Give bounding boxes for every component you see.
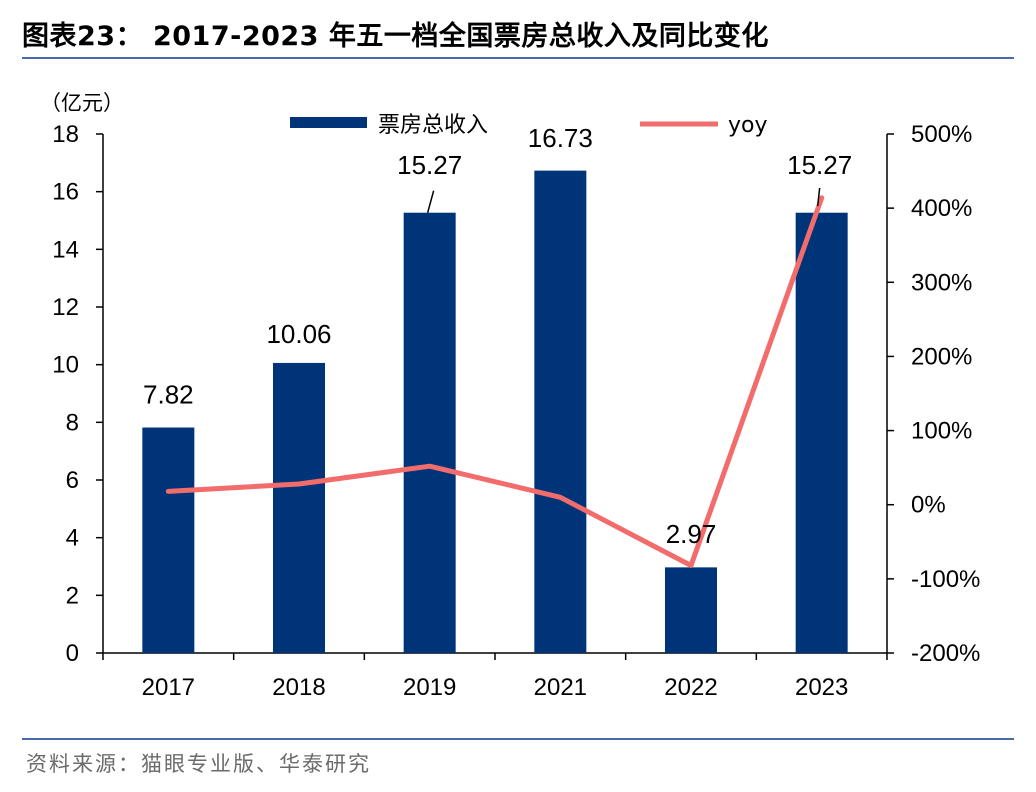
left-tick-label: 16: [52, 179, 79, 206]
bar: [403, 212, 456, 653]
x-tick-label: 2021: [534, 674, 587, 701]
right-tick-label: 200%: [911, 343, 972, 370]
right-tick-label: 500%: [911, 121, 972, 148]
right-tick-label: 100%: [911, 418, 972, 445]
x-tick-label: 2017: [142, 674, 195, 701]
x-tick-label: 2018: [272, 674, 325, 701]
right-tick-label: 0%: [911, 492, 946, 519]
x-tick-label: 2019: [403, 674, 456, 701]
x-tick-label: 2023: [795, 674, 848, 701]
axes: 0 2 4 6 8 10 12 14 16 18 -200% -100% 0% 100% 200% 300% 4…: [40, 91, 980, 701]
bar: [665, 567, 717, 653]
left-tick-label: 18: [52, 121, 79, 148]
legend: 票房总收入 yoy: [290, 113, 768, 138]
bar-data-label: 7.82: [143, 380, 194, 410]
yoy-line-series: [165, 195, 825, 568]
left-tick-label: 12: [52, 294, 79, 321]
bar: [795, 212, 848, 653]
bar: [142, 427, 195, 653]
left-tick-label: 8: [66, 409, 79, 436]
bar: [534, 170, 587, 653]
right-tick-label: 400%: [911, 195, 972, 222]
left-tick-label: 2: [66, 582, 79, 609]
bar-data-label: 15.27: [787, 150, 852, 180]
left-tick-label: 10: [52, 352, 79, 379]
chart-title: 图表23： 2017-2023 年五一档全国票房总收入及同比变化: [22, 21, 769, 52]
legend-bar-swatch: [290, 117, 367, 128]
data-labels: 7.82 10.06 15.27 16.73 2.97 15.27: [143, 123, 852, 549]
yoy-line: [165, 195, 825, 568]
bar-series: [142, 170, 848, 653]
x-tick-label: 2022: [664, 674, 717, 701]
bar-data-label: 2.97: [666, 519, 717, 549]
source-divider: [22, 738, 1014, 740]
left-tick-label: 14: [52, 236, 79, 263]
data-label-leader: [426, 190, 435, 213]
left-tick-label: 6: [66, 467, 79, 494]
right-tick-label: 300%: [911, 269, 972, 296]
left-tick-label: 0: [66, 640, 79, 667]
right-tick-label: -100%: [911, 566, 980, 593]
data-label-leader: [816, 187, 821, 207]
left-tick-label: 4: [66, 525, 79, 552]
legend-bar-label: 票房总收入: [378, 113, 488, 138]
source-note: 资料来源：猫眼专业版、华泰研究: [26, 752, 371, 776]
right-tick-label: -200%: [911, 640, 980, 667]
bar-data-label: 15.27: [397, 150, 462, 180]
bar: [273, 362, 325, 653]
title-divider: [22, 57, 1014, 59]
legend-line-label: yoy: [728, 113, 768, 138]
left-axis-unit: （亿元）: [40, 91, 124, 115]
bar-data-label: 16.73: [528, 123, 593, 153]
bar-data-label: 10.06: [266, 319, 331, 349]
